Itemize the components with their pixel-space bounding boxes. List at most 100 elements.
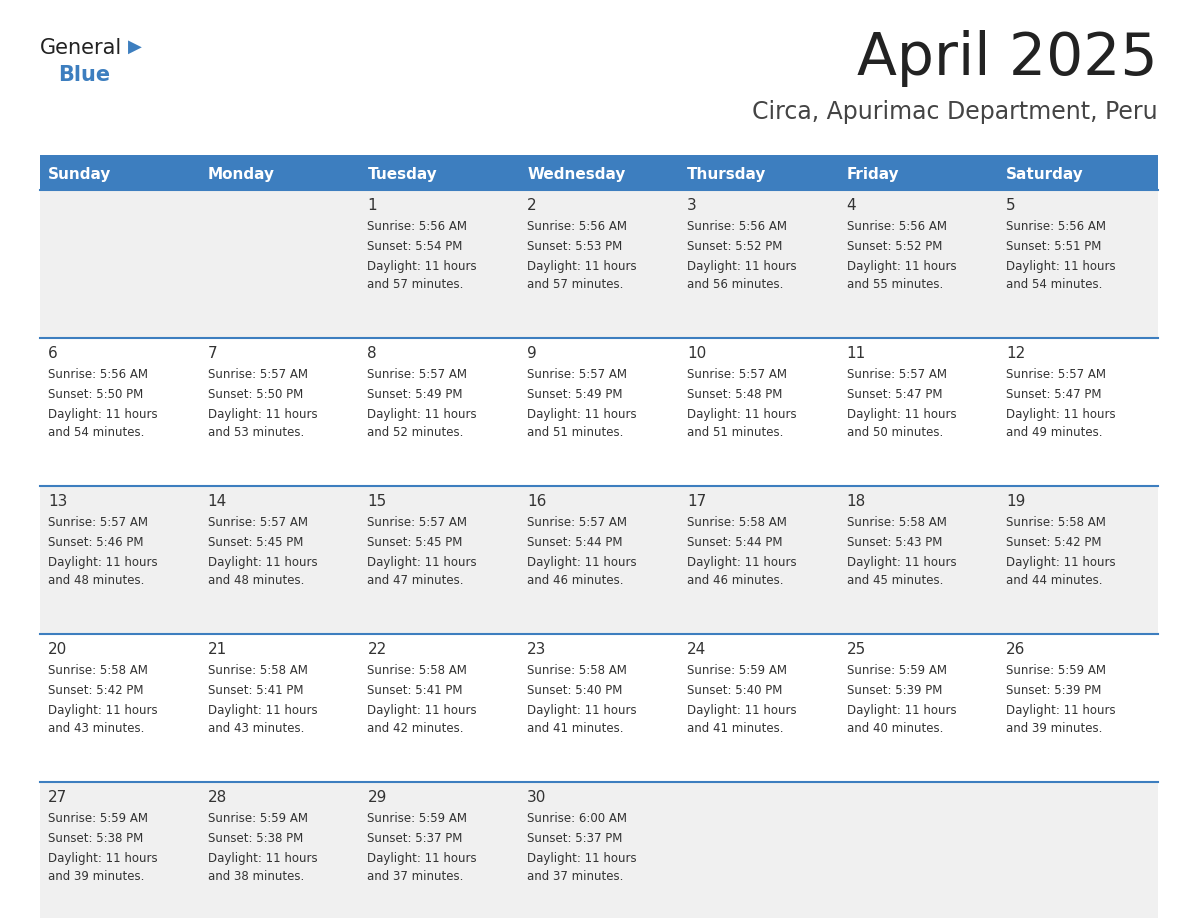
Text: 25: 25 bbox=[847, 642, 866, 657]
Text: Daylight: 11 hours: Daylight: 11 hours bbox=[48, 556, 158, 569]
Text: and 41 minutes.: and 41 minutes. bbox=[687, 722, 783, 735]
Text: Daylight: 11 hours: Daylight: 11 hours bbox=[527, 704, 637, 717]
Bar bbox=[678, 155, 839, 190]
Text: Sunset: 5:39 PM: Sunset: 5:39 PM bbox=[1006, 684, 1101, 697]
Text: 16: 16 bbox=[527, 494, 546, 509]
Text: 8: 8 bbox=[367, 346, 377, 361]
Text: Sunset: 5:48 PM: Sunset: 5:48 PM bbox=[687, 388, 782, 401]
Text: Sunrise: 5:57 AM: Sunrise: 5:57 AM bbox=[208, 516, 308, 529]
Text: Daylight: 11 hours: Daylight: 11 hours bbox=[527, 556, 637, 569]
Text: Sunrise: 5:57 AM: Sunrise: 5:57 AM bbox=[367, 516, 467, 529]
Text: Daylight: 11 hours: Daylight: 11 hours bbox=[367, 556, 478, 569]
Text: Daylight: 11 hours: Daylight: 11 hours bbox=[527, 408, 637, 421]
Bar bbox=[519, 155, 678, 190]
Text: Daylight: 11 hours: Daylight: 11 hours bbox=[208, 408, 317, 421]
Text: Daylight: 11 hours: Daylight: 11 hours bbox=[1006, 704, 1116, 717]
Text: 11: 11 bbox=[847, 346, 866, 361]
Text: 22: 22 bbox=[367, 642, 386, 657]
Text: and 54 minutes.: and 54 minutes. bbox=[48, 426, 145, 439]
Text: ▶: ▶ bbox=[128, 38, 141, 56]
Text: Sunrise: 5:58 AM: Sunrise: 5:58 AM bbox=[847, 516, 947, 529]
Text: 23: 23 bbox=[527, 642, 546, 657]
Text: Sunset: 5:45 PM: Sunset: 5:45 PM bbox=[367, 536, 463, 549]
Text: Sunrise: 5:57 AM: Sunrise: 5:57 AM bbox=[847, 368, 947, 381]
Text: Sunrise: 5:59 AM: Sunrise: 5:59 AM bbox=[208, 812, 308, 825]
Text: and 46 minutes.: and 46 minutes. bbox=[527, 574, 624, 587]
Text: Daylight: 11 hours: Daylight: 11 hours bbox=[847, 408, 956, 421]
Text: Daylight: 11 hours: Daylight: 11 hours bbox=[367, 852, 478, 865]
Text: and 53 minutes.: and 53 minutes. bbox=[208, 426, 304, 439]
Text: Sunset: 5:54 PM: Sunset: 5:54 PM bbox=[367, 240, 463, 253]
Text: and 40 minutes.: and 40 minutes. bbox=[847, 722, 943, 735]
Text: Sunrise: 5:56 AM: Sunrise: 5:56 AM bbox=[1006, 220, 1106, 233]
Text: and 43 minutes.: and 43 minutes. bbox=[208, 722, 304, 735]
Text: Blue: Blue bbox=[58, 65, 110, 85]
Text: Sunrise: 5:58 AM: Sunrise: 5:58 AM bbox=[48, 664, 147, 677]
Text: Sunrise: 5:58 AM: Sunrise: 5:58 AM bbox=[367, 664, 467, 677]
Text: Sunrise: 5:56 AM: Sunrise: 5:56 AM bbox=[847, 220, 947, 233]
Text: Sunrise: 5:58 AM: Sunrise: 5:58 AM bbox=[687, 516, 786, 529]
Text: 27: 27 bbox=[48, 790, 68, 805]
Bar bbox=[360, 155, 519, 190]
Text: Friday: Friday bbox=[847, 167, 899, 182]
Text: Sunrise: 5:59 AM: Sunrise: 5:59 AM bbox=[48, 812, 148, 825]
Text: Daylight: 11 hours: Daylight: 11 hours bbox=[367, 408, 478, 421]
Bar bbox=[998, 155, 1158, 190]
Text: and 42 minutes.: and 42 minutes. bbox=[367, 722, 465, 735]
Text: Daylight: 11 hours: Daylight: 11 hours bbox=[48, 852, 158, 865]
Text: Sunrise: 5:57 AM: Sunrise: 5:57 AM bbox=[527, 368, 627, 381]
Text: 13: 13 bbox=[48, 494, 68, 509]
Text: Sunrise: 6:00 AM: Sunrise: 6:00 AM bbox=[527, 812, 627, 825]
Text: Sunset: 5:42 PM: Sunset: 5:42 PM bbox=[1006, 536, 1101, 549]
Text: Circa, Apurimac Department, Peru: Circa, Apurimac Department, Peru bbox=[752, 100, 1158, 124]
Text: 20: 20 bbox=[48, 642, 68, 657]
Text: 2: 2 bbox=[527, 198, 537, 213]
Text: Sunset: 5:39 PM: Sunset: 5:39 PM bbox=[847, 684, 942, 697]
Text: Sunset: 5:44 PM: Sunset: 5:44 PM bbox=[687, 536, 783, 549]
Text: Sunrise: 5:58 AM: Sunrise: 5:58 AM bbox=[1006, 516, 1106, 529]
Text: Daylight: 11 hours: Daylight: 11 hours bbox=[847, 260, 956, 273]
Text: Sunset: 5:40 PM: Sunset: 5:40 PM bbox=[527, 684, 623, 697]
Text: Sunrise: 5:56 AM: Sunrise: 5:56 AM bbox=[527, 220, 627, 233]
Text: 6: 6 bbox=[48, 346, 58, 361]
Bar bbox=[40, 486, 1158, 634]
Text: and 50 minutes.: and 50 minutes. bbox=[847, 426, 943, 439]
Text: and 44 minutes.: and 44 minutes. bbox=[1006, 574, 1102, 587]
Text: Saturday: Saturday bbox=[1006, 167, 1083, 182]
Text: 26: 26 bbox=[1006, 642, 1025, 657]
Text: 5: 5 bbox=[1006, 198, 1016, 213]
Text: Daylight: 11 hours: Daylight: 11 hours bbox=[48, 704, 158, 717]
Text: Daylight: 11 hours: Daylight: 11 hours bbox=[687, 260, 796, 273]
Text: 7: 7 bbox=[208, 346, 217, 361]
Text: and 37 minutes.: and 37 minutes. bbox=[367, 870, 463, 883]
Text: General: General bbox=[40, 38, 122, 58]
Text: Sunrise: 5:57 AM: Sunrise: 5:57 AM bbox=[367, 368, 467, 381]
Text: April 2025: April 2025 bbox=[858, 30, 1158, 87]
Text: Sunset: 5:50 PM: Sunset: 5:50 PM bbox=[208, 388, 303, 401]
Text: Sunrise: 5:56 AM: Sunrise: 5:56 AM bbox=[687, 220, 786, 233]
Text: Sunset: 5:53 PM: Sunset: 5:53 PM bbox=[527, 240, 623, 253]
Text: Daylight: 11 hours: Daylight: 11 hours bbox=[1006, 260, 1116, 273]
Text: and 57 minutes.: and 57 minutes. bbox=[367, 278, 463, 291]
Text: Sunrise: 5:57 AM: Sunrise: 5:57 AM bbox=[1006, 368, 1106, 381]
Text: and 46 minutes.: and 46 minutes. bbox=[687, 574, 783, 587]
Text: Sunrise: 5:56 AM: Sunrise: 5:56 AM bbox=[48, 368, 148, 381]
Text: Sunset: 5:46 PM: Sunset: 5:46 PM bbox=[48, 536, 144, 549]
Text: 9: 9 bbox=[527, 346, 537, 361]
Bar bbox=[40, 155, 200, 190]
Text: Sunset: 5:51 PM: Sunset: 5:51 PM bbox=[1006, 240, 1101, 253]
Text: Sunset: 5:52 PM: Sunset: 5:52 PM bbox=[687, 240, 782, 253]
Text: Sunrise: 5:59 AM: Sunrise: 5:59 AM bbox=[687, 664, 786, 677]
Text: Sunset: 5:47 PM: Sunset: 5:47 PM bbox=[847, 388, 942, 401]
Text: Sunrise: 5:58 AM: Sunrise: 5:58 AM bbox=[527, 664, 627, 677]
Text: Sunday: Sunday bbox=[48, 167, 112, 182]
Text: Sunset: 5:41 PM: Sunset: 5:41 PM bbox=[367, 684, 463, 697]
Text: and 43 minutes.: and 43 minutes. bbox=[48, 722, 145, 735]
Text: Sunrise: 5:57 AM: Sunrise: 5:57 AM bbox=[208, 368, 308, 381]
Text: and 56 minutes.: and 56 minutes. bbox=[687, 278, 783, 291]
Text: Sunset: 5:37 PM: Sunset: 5:37 PM bbox=[527, 832, 623, 845]
Text: Sunrise: 5:56 AM: Sunrise: 5:56 AM bbox=[367, 220, 467, 233]
Text: Sunset: 5:47 PM: Sunset: 5:47 PM bbox=[1006, 388, 1101, 401]
Text: Daylight: 11 hours: Daylight: 11 hours bbox=[208, 704, 317, 717]
Text: and 39 minutes.: and 39 minutes. bbox=[48, 870, 145, 883]
